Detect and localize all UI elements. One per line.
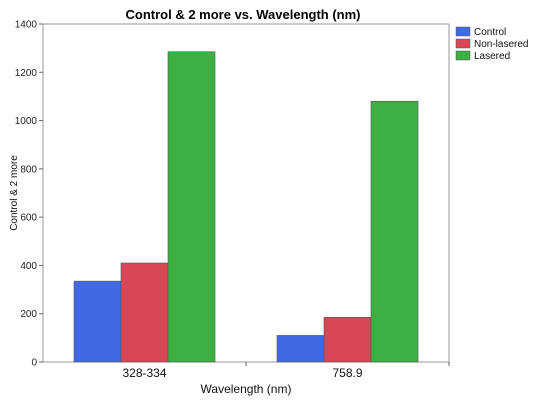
y-tick-label: 0 [31, 358, 37, 369]
x-tick-label: 328-334 [122, 366, 166, 380]
bar-control-0 [73, 280, 122, 363]
x-tick-label: 758.9 [332, 366, 362, 380]
y-axis-label: Control & 2 more [9, 155, 20, 231]
x-axis-label: Wavelength (nm) [201, 382, 292, 396]
legend-label: Control [474, 27, 506, 38]
y-tick-label: 200 [20, 309, 37, 320]
y-tick-label: 1200 [15, 68, 38, 79]
bar-lasered-1 [370, 100, 419, 363]
legend-label: Non-lasered [474, 39, 528, 50]
y-tick-label: 1400 [15, 20, 38, 31]
bar-non-lasered-0 [120, 262, 169, 363]
y-tick-label: 800 [20, 164, 37, 175]
bar-lasered-0 [167, 51, 216, 363]
bars-group [73, 51, 419, 363]
y-tick-label: 600 [20, 213, 37, 224]
bar-non-lasered-1 [323, 317, 372, 363]
y-tick-label: 1000 [15, 116, 38, 127]
legend-swatch [455, 50, 471, 61]
legend-label: Lasered [474, 51, 510, 62]
legend-swatch [455, 38, 471, 49]
legend-swatch [455, 26, 471, 37]
bar-control-1 [276, 335, 325, 363]
y-tick-label: 400 [20, 261, 37, 272]
y-axis: 0 200 400 600 800 1000 1200 1400 [15, 20, 43, 369]
x-axis: 328-334 758.9 [122, 362, 450, 380]
chart-title: Control & 2 more vs. Wavelength (nm) [126, 7, 361, 22]
